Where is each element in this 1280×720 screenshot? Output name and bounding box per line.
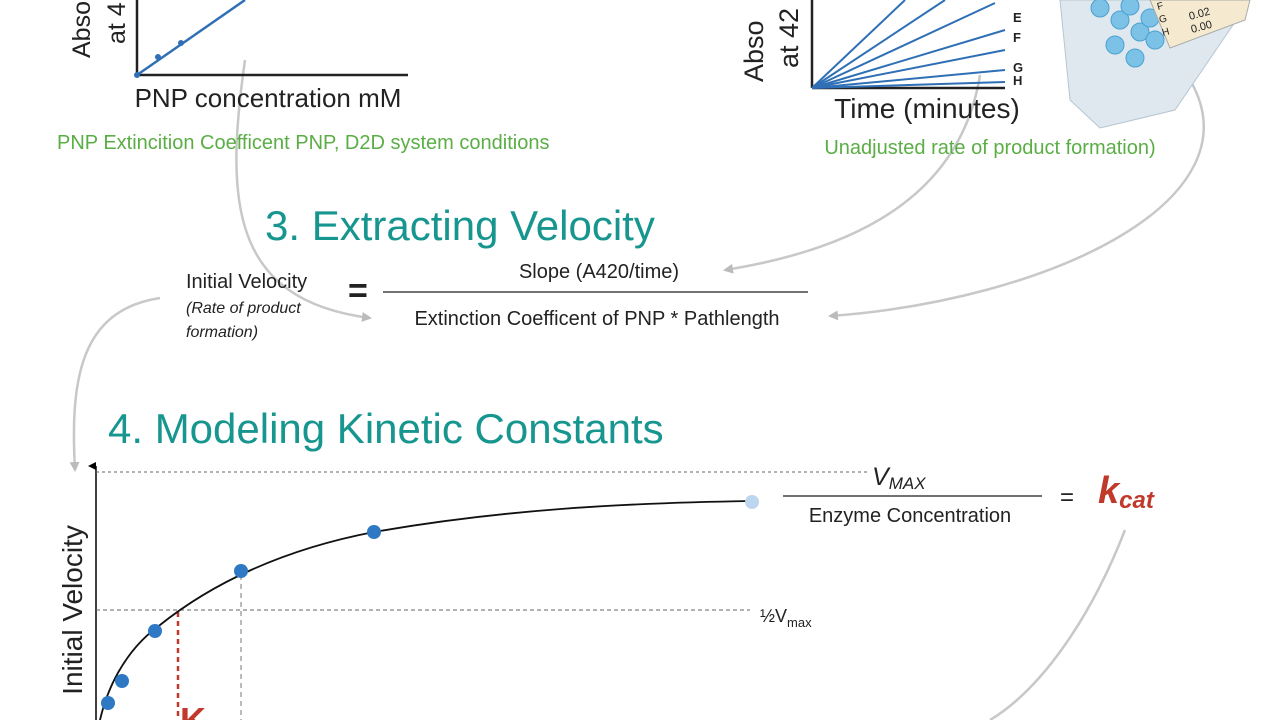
y-axis-label: at 4 — [103, 2, 131, 44]
point — [134, 72, 140, 78]
label-card — [1149, 0, 1251, 49]
time-plot: E F G H Abso at 42 Time (minutes) Unadju… — [739, 0, 1251, 159]
line-label: E — [1013, 10, 1022, 25]
arrow — [989, 529, 1127, 720]
y-axis-label: Initial Velocity — [57, 525, 88, 695]
rate-lines — [811, 0, 1006, 89]
x-axis-label: Time (minutes) — [834, 93, 1020, 124]
arrow — [828, 79, 1205, 321]
y-axis-label: Abso — [739, 20, 769, 82]
points — [101, 525, 381, 710]
caption: Unadjusted rate of product formation) — [824, 137, 1155, 159]
x-axis-label: PNP concentration mM — [135, 83, 402, 113]
fit-line — [136, 0, 246, 77]
vmax-label: VMAX — [872, 463, 926, 493]
fit-curve — [99, 500, 753, 720]
equation-note: formation) — [186, 324, 258, 341]
half-vmax: ½V — [760, 606, 787, 626]
kcat: k — [1098, 470, 1121, 512]
equals: = — [1060, 484, 1074, 511]
plate-value: 0.00 — [1190, 19, 1214, 36]
denominator: Extinction Coefficent of PNP * Pathlengt… — [414, 308, 779, 330]
kcat-sub: cat — [1119, 487, 1155, 514]
y-axis-label: at 42 — [774, 8, 804, 68]
numerator: Slope (A420/time) — [519, 261, 679, 283]
equation-lhs: Initial Velocity — [186, 271, 307, 293]
y-axis-label: Abso — [68, 1, 96, 58]
line-label: H — [1013, 73, 1022, 88]
km-label: KM — [180, 700, 226, 720]
equation-note: (Rate of product — [186, 300, 301, 317]
caption: PNP Extincition Coefficent PNP, D2D syst… — [57, 132, 549, 154]
half-vmax-sub: max — [787, 615, 812, 630]
vmax-sub: MAX — [889, 474, 927, 493]
kcat-label: kcat — [1098, 470, 1155, 514]
point — [155, 54, 161, 60]
line-label: F — [1013, 30, 1021, 45]
half-vmax-label: ½Vmax — [760, 606, 812, 630]
section-title: 3. Extracting Velocity — [265, 202, 655, 249]
km: K — [180, 700, 206, 720]
plate-row: G — [1158, 13, 1169, 26]
plate-row: H — [1161, 26, 1171, 38]
plate-row: F — [1156, 1, 1165, 13]
line-label: G — [1013, 60, 1023, 75]
arrow — [235, 59, 372, 322]
equals: = — [348, 272, 368, 310]
km-sub: M — [206, 717, 226, 720]
vmax: V — [872, 463, 891, 491]
point — [745, 495, 759, 509]
point — [178, 40, 184, 46]
arrow — [69, 296, 161, 472]
denominator: Enzyme Concentration — [809, 505, 1011, 527]
section-title: 4. Modeling Kinetic Constants — [108, 405, 664, 452]
concentration-plot: Abso at 4 PNP concentration mM PNP Extin… — [57, 0, 549, 154]
arrow — [723, 74, 982, 274]
plate-value: 0.02 — [1188, 6, 1212, 23]
